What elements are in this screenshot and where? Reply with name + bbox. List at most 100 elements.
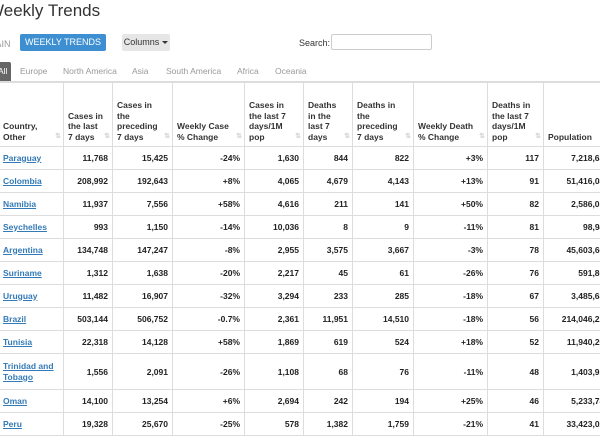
region-tab[interactable]: All	[0, 62, 11, 81]
data-cell: 76	[488, 262, 544, 285]
region-tab[interactable]: Oceania	[275, 62, 307, 81]
country-link[interactable]: Peru	[3, 419, 22, 430]
region-tab[interactable]: Africa	[237, 62, 259, 81]
column-header[interactable]: Cases in the last 7 days	[64, 83, 113, 147]
data-cell: 9	[353, 216, 414, 239]
column-header[interactable]: Weekly Case % Change	[173, 83, 245, 147]
data-cell: +25%	[414, 390, 488, 413]
data-cell: -8%	[173, 239, 245, 262]
column-header[interactable]: Deaths in the last 7 days/1M pop	[488, 83, 544, 147]
country-link[interactable]: Colombia	[3, 176, 42, 187]
data-cell: -24%	[173, 147, 245, 170]
data-cell: +3%	[414, 147, 488, 170]
data-cell: 1,556	[64, 354, 113, 390]
data-cell: -21%	[414, 413, 488, 436]
column-header[interactable]: Cases in the preceding 7 days	[113, 83, 173, 147]
column-header[interactable]: Population	[544, 83, 600, 147]
country-link[interactable]: Seychelles	[3, 222, 47, 233]
data-cell: 45	[304, 262, 353, 285]
page: Weekly Trends MAIN WEEKLY TRENDS Columns…	[0, 0, 600, 417]
data-cell: 7,556	[113, 193, 173, 216]
country-cell: Paraguay	[0, 147, 64, 170]
column-header[interactable]: Deaths in the last 7 days	[304, 83, 353, 147]
data-cell: 192,643	[113, 170, 173, 193]
data-cell: 4,679	[304, 170, 353, 193]
data-cell: +18%	[414, 331, 488, 354]
country-link[interactable]: Tunisia	[3, 337, 32, 348]
main-tab-button[interactable]: MAIN	[0, 36, 11, 52]
data-cell: 211	[304, 193, 353, 216]
country-link[interactable]: Paraguay	[3, 153, 41, 164]
country-link[interactable]: Brazil	[3, 314, 26, 325]
country-link[interactable]: Argentina	[3, 245, 43, 256]
data-cell: 11,768	[64, 147, 113, 170]
data-cell: 993	[64, 216, 113, 239]
country-cell: Peru	[0, 413, 64, 436]
data-cell: 2,361	[245, 308, 304, 331]
column-header[interactable]: Weekly Death % Change	[414, 83, 488, 147]
region-tab[interactable]: South America	[166, 62, 221, 81]
page-title: Weekly Trends	[0, 1, 100, 21]
columns-button[interactable]: Columns	[122, 34, 170, 51]
data-cell: 1,638	[113, 262, 173, 285]
country-cell: Oman	[0, 390, 64, 413]
data-cell: +6%	[173, 390, 245, 413]
data-cell: 81	[488, 216, 544, 239]
country-cell: Seychelles	[0, 216, 64, 239]
country-link[interactable]: Trinidad and Tobago	[3, 361, 59, 383]
country-link[interactable]: Namibia	[3, 199, 36, 210]
country-cell: Namibia	[0, 193, 64, 216]
data-cell: 8	[304, 216, 353, 239]
column-header[interactable]: Deaths in the preceding 7 days	[353, 83, 414, 147]
data-cell: 14,128	[113, 331, 173, 354]
data-cell: 214,046,220	[544, 308, 600, 331]
data-cell: 45,603,661	[544, 239, 600, 262]
region-tab[interactable]: North America	[63, 62, 117, 81]
data-cell: 1,759	[353, 413, 414, 436]
column-header[interactable]: Country, Other	[0, 83, 64, 147]
data-cell: 1,108	[245, 354, 304, 390]
weekly-trends-button[interactable]: WEEKLY TRENDS	[20, 34, 106, 51]
data-cell: 68	[304, 354, 353, 390]
data-cell: 1,869	[245, 331, 304, 354]
country-link[interactable]: Uruguay	[3, 291, 37, 302]
region-tabs: All Europe North America Asia South America A…	[0, 62, 600, 82]
data-cell: 11,951	[304, 308, 353, 331]
column-header[interactable]: Cases in the last 7 days/1M pop	[245, 83, 304, 147]
data-cell: +58%	[173, 331, 245, 354]
data-cell: -32%	[173, 285, 245, 308]
data-cell: 147,247	[113, 239, 173, 262]
data-cell: 7,218,637	[544, 147, 600, 170]
data-cell: 134,748	[64, 239, 113, 262]
data-cell: -25%	[173, 413, 245, 436]
search-label: Search:	[299, 38, 330, 48]
country-link[interactable]: Oman	[3, 396, 27, 407]
data-cell: -11%	[414, 216, 488, 239]
data-cell: +50%	[414, 193, 488, 216]
data-cell: +58%	[173, 193, 245, 216]
data-cell: 591,802	[544, 262, 600, 285]
data-cell: 25,670	[113, 413, 173, 436]
data-cell: 141	[353, 193, 414, 216]
region-tab[interactable]: Europe	[20, 62, 47, 81]
data-cell: 91	[488, 170, 544, 193]
data-cell: 4,065	[245, 170, 304, 193]
data-cell: 1,150	[113, 216, 173, 239]
data-cell: 3,485,686	[544, 285, 600, 308]
data-cell: 844	[304, 147, 353, 170]
data-cell: 524	[353, 331, 414, 354]
data-cell: -18%	[414, 285, 488, 308]
region-tab[interactable]: Asia	[132, 62, 149, 81]
country-cell: Brazil	[0, 308, 64, 331]
data-cell: 11,940,206	[544, 331, 600, 354]
country-link[interactable]: Suriname	[3, 268, 42, 279]
data-cell: 52	[488, 331, 544, 354]
search-input[interactable]	[331, 34, 432, 50]
data-cell: 4,143	[353, 170, 414, 193]
data-cell: 1,403,951	[544, 354, 600, 390]
